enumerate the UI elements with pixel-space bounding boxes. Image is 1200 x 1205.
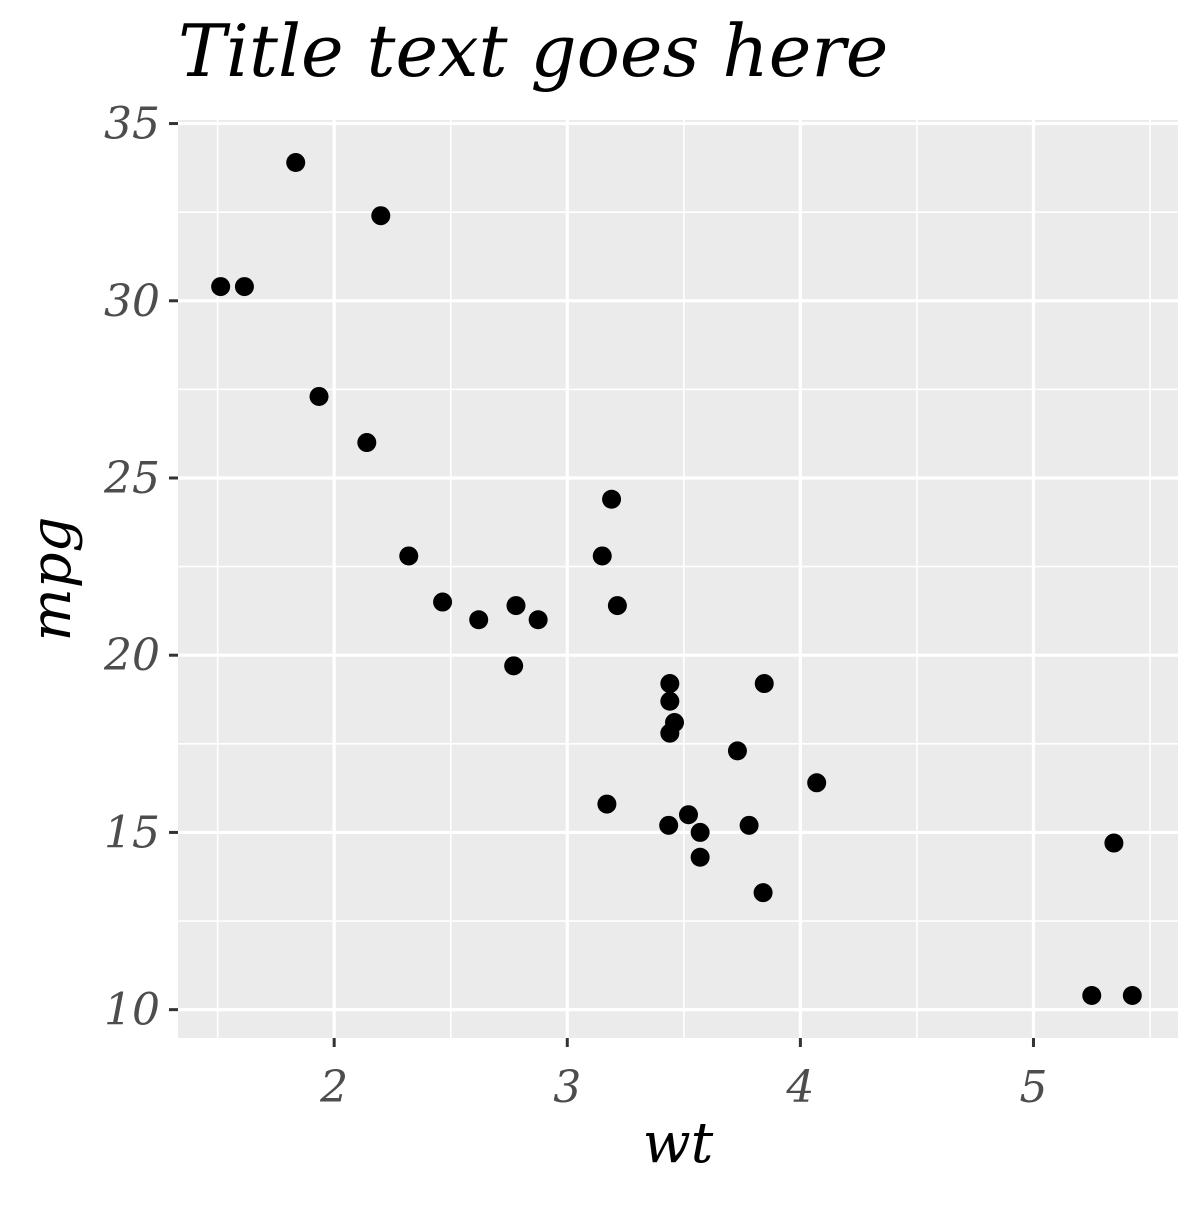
data-point <box>753 883 773 903</box>
data-point <box>1082 985 1102 1005</box>
y-axis-ticks: 10 15 20 25 30 35 <box>103 99 178 1036</box>
data-point <box>286 153 306 173</box>
x-axis-title: wt <box>643 1111 714 1176</box>
data-point <box>592 546 612 566</box>
data-point <box>371 206 391 226</box>
plot-panel <box>178 120 1178 1038</box>
data-point <box>690 822 710 842</box>
data-point <box>597 794 617 814</box>
data-point <box>807 773 827 793</box>
data-point <box>754 674 774 694</box>
data-point <box>211 277 231 297</box>
data-point <box>504 656 524 676</box>
data-point <box>309 386 329 406</box>
data-point <box>357 433 377 453</box>
chart-title: Title text goes here <box>178 9 888 93</box>
y-tick-label: 15 <box>104 807 160 858</box>
y-tick-label: 30 <box>104 276 160 327</box>
x-axis-ticks: 2 3 4 5 <box>319 1038 1047 1113</box>
major-gridlines <box>178 120 1178 1038</box>
data-point <box>234 277 254 297</box>
data-point <box>660 723 680 743</box>
x-tick-label: 5 <box>1019 1062 1047 1113</box>
data-points <box>211 153 1142 1005</box>
data-point <box>469 610 489 630</box>
data-point <box>660 674 680 694</box>
y-tick-label: 35 <box>104 99 160 150</box>
y-tick-label: 25 <box>103 453 160 504</box>
y-tick-label: 10 <box>104 985 160 1036</box>
data-point <box>607 596 627 616</box>
minor-gridlines <box>178 120 1178 1038</box>
data-point <box>1122 985 1142 1005</box>
data-point <box>602 489 622 509</box>
x-tick-label: 4 <box>785 1062 814 1113</box>
data-point <box>659 815 679 835</box>
data-point <box>678 805 698 825</box>
data-point <box>399 546 419 566</box>
x-tick-label: 3 <box>553 1062 581 1113</box>
y-axis-title: mpg <box>19 517 84 642</box>
data-point <box>506 596 526 616</box>
data-point <box>690 847 710 867</box>
x-tick-label: 2 <box>319 1062 348 1113</box>
data-point <box>433 592 453 612</box>
y-tick-label: 20 <box>103 630 160 681</box>
data-point <box>660 691 680 711</box>
data-point <box>528 610 548 630</box>
data-point <box>739 815 759 835</box>
data-point <box>727 741 747 761</box>
data-point <box>1104 833 1124 853</box>
